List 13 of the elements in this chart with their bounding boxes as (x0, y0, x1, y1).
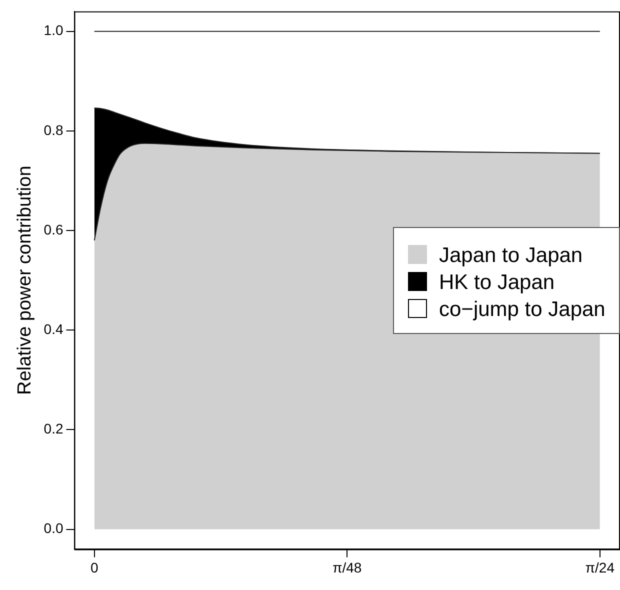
y-tick-label: 0.6 (44, 221, 64, 238)
y-tick-label: 0.2 (44, 420, 64, 437)
x-tick-label: 0 (90, 559, 98, 576)
y-tick-label: 0.4 (44, 320, 64, 337)
x-tick-label: π/48 (332, 559, 362, 576)
y-tick-label: 0.8 (44, 122, 64, 138)
y-tick-label: 1.0 (44, 22, 64, 38)
legend-label: co−jump to Japan (438, 296, 606, 323)
y-axis-title: Relative power contribution (14, 166, 36, 395)
legend-label: Japan to Japan (438, 242, 584, 269)
y-tick-label: 0.0 (44, 520, 64, 536)
legend-label: HK to Japan (438, 270, 556, 296)
x-tick-label: π/24 (585, 559, 615, 576)
